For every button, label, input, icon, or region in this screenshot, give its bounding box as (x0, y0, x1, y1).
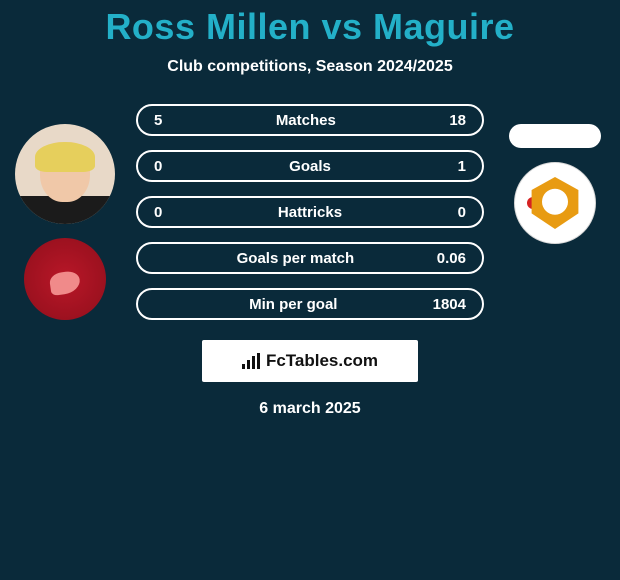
right-player-avatar (509, 124, 601, 148)
stat-row: 0 Goals 1 (136, 150, 484, 182)
right-club-crest (514, 162, 596, 244)
stat-left-value: 5 (154, 112, 162, 129)
stat-left-value: 0 (154, 158, 162, 175)
stat-row: Min per goal 1804 (136, 288, 484, 320)
stat-row: 5 Matches 18 (136, 104, 484, 136)
stat-right-value: 0.06 (437, 250, 466, 267)
stat-label: Goals (289, 158, 331, 175)
stat-label: Matches (276, 112, 336, 129)
stat-label: Hattricks (278, 204, 342, 221)
comparison-card: Ross Millen vs Maguire Club competitions… (0, 0, 620, 580)
stat-label: Min per goal (249, 296, 337, 313)
stat-right-value: 1 (458, 158, 466, 175)
stat-row: 0 Hattricks 0 (136, 196, 484, 228)
date-label: 6 march 2025 (0, 400, 620, 418)
stat-right-value: 18 (449, 112, 466, 129)
watermark: FcTables.com (202, 340, 418, 382)
left-club-crest (24, 238, 106, 320)
stat-right-value: 1804 (433, 296, 466, 313)
right-player-column (500, 124, 610, 244)
page-title: Ross Millen vs Maguire (0, 6, 620, 48)
subtitle: Club competitions, Season 2024/2025 (0, 58, 620, 76)
stat-right-value: 0 (458, 204, 466, 221)
left-player-column (10, 124, 120, 320)
bars-icon (242, 353, 260, 369)
left-player-avatar (15, 124, 115, 224)
stat-left-value: 0 (154, 204, 162, 221)
stat-row: Goals per match 0.06 (136, 242, 484, 274)
stat-label: Goals per match (237, 250, 355, 267)
watermark-text: FcTables.com (266, 351, 378, 371)
